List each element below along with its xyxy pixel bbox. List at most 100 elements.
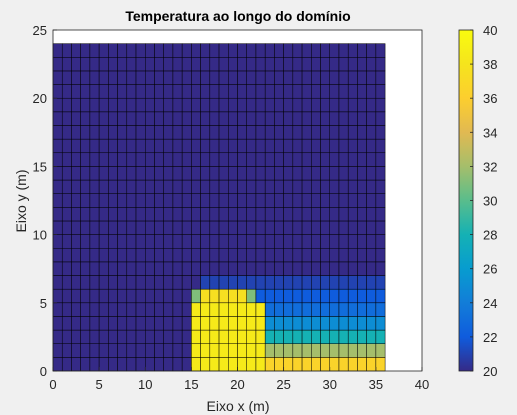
heatmap-cell xyxy=(71,97,81,113)
heatmap-cell xyxy=(292,288,303,304)
heatmap-cell xyxy=(163,329,174,344)
heatmap-cell xyxy=(52,43,63,58)
heatmap-cell xyxy=(71,234,81,249)
heatmap-cell xyxy=(292,166,303,181)
heatmap-cell xyxy=(61,357,72,372)
heatmap-cell xyxy=(338,179,349,194)
heatmap-cell xyxy=(172,57,183,72)
heatmap-cell xyxy=(89,179,100,194)
heatmap-cell xyxy=(375,220,386,235)
heatmap-cell xyxy=(218,275,229,290)
heatmap-cell xyxy=(228,179,238,194)
heatmap-cell xyxy=(357,57,367,72)
heatmap-cell xyxy=(255,220,266,235)
heatmap-cell xyxy=(80,220,91,235)
heatmap-cell xyxy=(135,302,146,317)
heatmap-cell xyxy=(218,125,229,140)
heatmap-cell xyxy=(71,247,81,263)
heatmap-cell xyxy=(145,357,155,372)
heatmap-cell xyxy=(366,84,377,99)
heatmap-cell xyxy=(292,261,303,276)
heatmap-cell xyxy=(347,302,358,317)
heatmap-cell xyxy=(52,193,63,208)
heatmap-cell xyxy=(301,275,312,290)
heatmap-cell xyxy=(89,57,100,72)
heatmap-cell xyxy=(255,275,266,290)
heatmap-cell xyxy=(246,234,257,249)
heatmap-cell xyxy=(191,316,201,331)
heatmap-cell xyxy=(228,43,238,58)
heatmap-cell xyxy=(117,261,128,276)
heatmap-cell xyxy=(375,57,386,72)
colorbar-tick-label: 40 xyxy=(483,23,497,38)
heatmap-cell xyxy=(329,220,340,235)
heatmap-cell xyxy=(375,329,386,344)
heatmap-cell xyxy=(108,193,118,208)
heatmap-cell xyxy=(320,234,330,249)
heatmap-cell xyxy=(181,43,192,58)
heatmap-cell xyxy=(357,234,367,249)
heatmap-cell xyxy=(98,57,109,72)
heatmap-cell xyxy=(320,288,330,304)
heatmap-cell xyxy=(191,234,201,249)
colorbar-tick-label: 36 xyxy=(483,91,497,106)
heatmap-cell xyxy=(154,288,164,304)
heatmap-cell xyxy=(338,152,349,167)
heatmap-cell xyxy=(338,261,349,276)
heatmap-cell xyxy=(357,179,367,194)
heatmap-cell xyxy=(255,70,266,85)
heatmap-cell xyxy=(292,329,303,344)
heatmap-cell xyxy=(255,288,266,304)
heatmap-cell xyxy=(98,261,109,276)
heatmap-cell xyxy=(200,84,211,99)
heatmap-cell xyxy=(163,97,174,113)
heatmap-cell xyxy=(191,125,201,140)
heatmap-cell xyxy=(89,302,100,317)
heatmap-cell xyxy=(71,111,81,126)
heatmap-cell xyxy=(126,84,137,99)
heatmap-cell xyxy=(163,261,174,276)
heatmap-cell xyxy=(61,125,72,140)
heatmap-cell xyxy=(191,247,201,263)
heatmap-cell xyxy=(338,207,349,222)
heatmap-cell xyxy=(375,261,386,276)
heatmap-cell xyxy=(200,207,211,222)
heatmap-cell xyxy=(347,247,358,263)
heatmap-cell xyxy=(89,152,100,167)
heatmap-cell xyxy=(145,152,155,167)
heatmap-cell xyxy=(347,275,358,290)
heatmap-cell xyxy=(320,357,330,372)
heatmap-cell xyxy=(209,138,220,154)
heatmap-cell xyxy=(89,125,100,140)
heatmap-cell xyxy=(283,57,294,72)
heatmap-cell xyxy=(200,193,211,208)
heatmap-cell xyxy=(108,316,118,331)
heatmap-cell xyxy=(61,288,72,304)
heatmap-cell xyxy=(108,234,118,249)
heatmap-cell xyxy=(218,234,229,249)
heatmap-cell xyxy=(264,357,275,372)
heatmap-cell xyxy=(163,220,174,235)
heatmap-cell xyxy=(52,57,63,72)
heatmap-cell xyxy=(135,261,146,276)
heatmap-cell xyxy=(145,138,155,154)
heatmap-cell xyxy=(347,288,358,304)
heatmap-cell xyxy=(89,220,100,235)
heatmap-cell xyxy=(301,43,312,58)
heatmap-cell xyxy=(200,111,211,126)
heatmap-cell xyxy=(311,179,321,194)
heatmap-cell xyxy=(320,193,330,208)
heatmap-cell xyxy=(154,343,164,358)
heatmap-cell xyxy=(283,220,294,235)
heatmap-cell xyxy=(126,111,137,126)
heatmap-cell xyxy=(108,220,118,235)
heatmap-cell xyxy=(126,152,137,167)
heatmap-cell xyxy=(108,329,118,344)
heatmap-cell xyxy=(338,220,349,235)
heatmap-cell xyxy=(218,220,229,235)
heatmap-cell xyxy=(274,125,284,140)
heatmap-cell xyxy=(320,70,330,85)
heatmap-cell xyxy=(108,207,118,222)
heatmap-cell xyxy=(209,57,220,72)
heatmap-cell xyxy=(347,111,358,126)
